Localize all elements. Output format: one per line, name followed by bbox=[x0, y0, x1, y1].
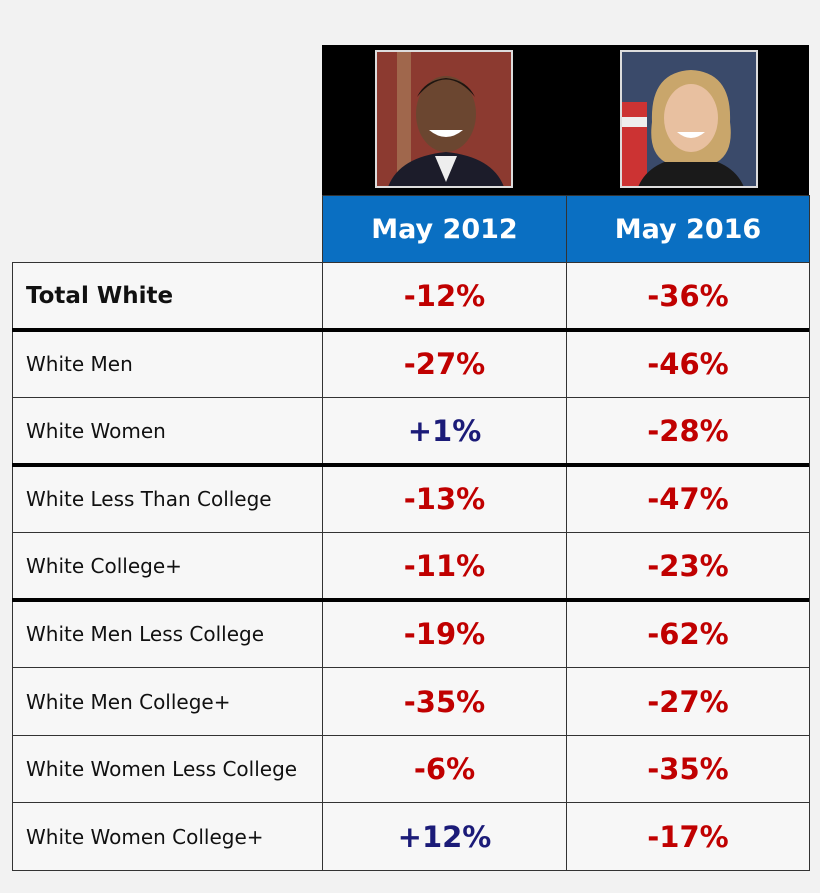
row-label: White Less Than College bbox=[12, 464, 323, 534]
row-label: White Women College+ bbox=[12, 802, 323, 871]
portrait-photo bbox=[375, 50, 513, 188]
row-label: White College+ bbox=[12, 532, 323, 601]
value-cell: -36% bbox=[566, 262, 810, 331]
value-cell: -27% bbox=[566, 667, 810, 736]
portrait-illustration bbox=[622, 52, 756, 186]
value-cell: -19% bbox=[322, 599, 567, 669]
value-cell: -35% bbox=[566, 734, 810, 804]
group-separator bbox=[12, 462, 809, 467]
portrait-illustration bbox=[377, 52, 511, 186]
row-label: White Men Less College bbox=[12, 599, 323, 669]
row-label: White Men bbox=[12, 329, 323, 399]
value-cell: -6% bbox=[322, 734, 567, 804]
value-cell: -23% bbox=[566, 532, 810, 601]
row-label: White Women Less College bbox=[12, 734, 323, 804]
group-separator bbox=[12, 327, 809, 332]
value-cell: -28% bbox=[566, 397, 810, 466]
value-cell: -35% bbox=[322, 667, 567, 736]
value-cell: -12% bbox=[322, 262, 567, 331]
column-header: May 2012 bbox=[322, 195, 567, 263]
row-label: Total White bbox=[12, 262, 323, 331]
portrait-photo bbox=[620, 50, 758, 188]
row-label: White Men College+ bbox=[12, 667, 323, 736]
value-cell: -62% bbox=[566, 599, 810, 669]
value-cell: +1% bbox=[322, 397, 567, 466]
value-cell: -27% bbox=[322, 329, 567, 399]
value-cell: -17% bbox=[566, 802, 810, 871]
value-cell: -46% bbox=[566, 329, 810, 399]
column-header: May 2016 bbox=[566, 195, 810, 263]
value-cell: -13% bbox=[322, 464, 567, 534]
value-cell: -11% bbox=[322, 532, 567, 601]
row-label: White Women bbox=[12, 397, 323, 466]
value-cell: -47% bbox=[566, 464, 810, 534]
value-cell: +12% bbox=[322, 802, 567, 871]
group-separator bbox=[12, 597, 809, 602]
